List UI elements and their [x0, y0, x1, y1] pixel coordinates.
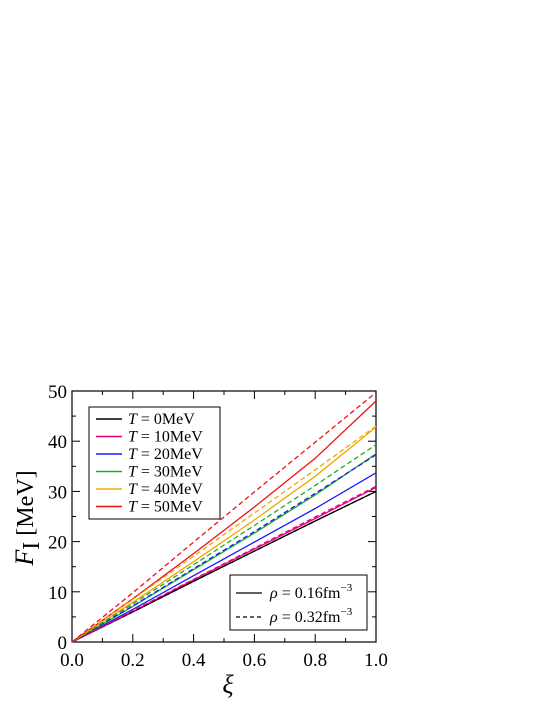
x-tick-label: 0.0: [60, 650, 84, 671]
legend-label: T = 20MeV: [128, 446, 203, 463]
series-line: [71, 490, 377, 643]
y-tick-label: 30: [48, 482, 67, 503]
y-tick-label: 10: [48, 583, 67, 604]
legend-density-box: [229, 574, 368, 631]
y-tick-label: 50: [48, 382, 67, 403]
x-tick-label: 0.2: [121, 650, 145, 671]
legend-label: ρ = 0.32fm−3: [269, 606, 353, 626]
series-lines: [71, 391, 377, 643]
x-axis-title: ξ: [222, 670, 234, 699]
series-line: [71, 472, 377, 643]
legend-label: ρ = 0.16fm−3: [269, 582, 353, 602]
axis-ticks: [71, 390, 377, 643]
legend-label: T = 0MeV: [128, 411, 195, 428]
series-line: [71, 400, 377, 643]
y-tick-label: 40: [48, 432, 67, 453]
series-line: [71, 444, 377, 643]
x-tick-label: 1.0: [364, 650, 388, 671]
legend-label: T = 10MeV: [128, 429, 203, 446]
legend-temperature-box: [88, 406, 221, 520]
y-axis-title: FI[MeV]: [10, 470, 45, 566]
legend-label: T = 50MeV: [128, 499, 203, 516]
legend-label: T = 30MeV: [128, 464, 203, 481]
tick-labels: 0.0 0.2 0.4 0.6 0.8 1.0 0 10 20 30 40 50: [48, 382, 388, 671]
x-tick-label: 0.4: [182, 650, 206, 671]
legend-density: ρ = 0.16fm−3 ρ = 0.32fm−3: [236, 582, 353, 626]
x-tick-label: 0.8: [303, 650, 327, 671]
series-line: [71, 454, 377, 643]
x-tick-label: 0.6: [243, 650, 267, 671]
series-line: [71, 485, 377, 643]
legend-label: T = 40MeV: [128, 481, 203, 498]
y-tick-label: 20: [48, 533, 67, 554]
series-line: [71, 425, 377, 643]
series-line: [71, 391, 377, 643]
y-tick-label: 0: [58, 633, 68, 654]
series-line: [71, 426, 377, 643]
